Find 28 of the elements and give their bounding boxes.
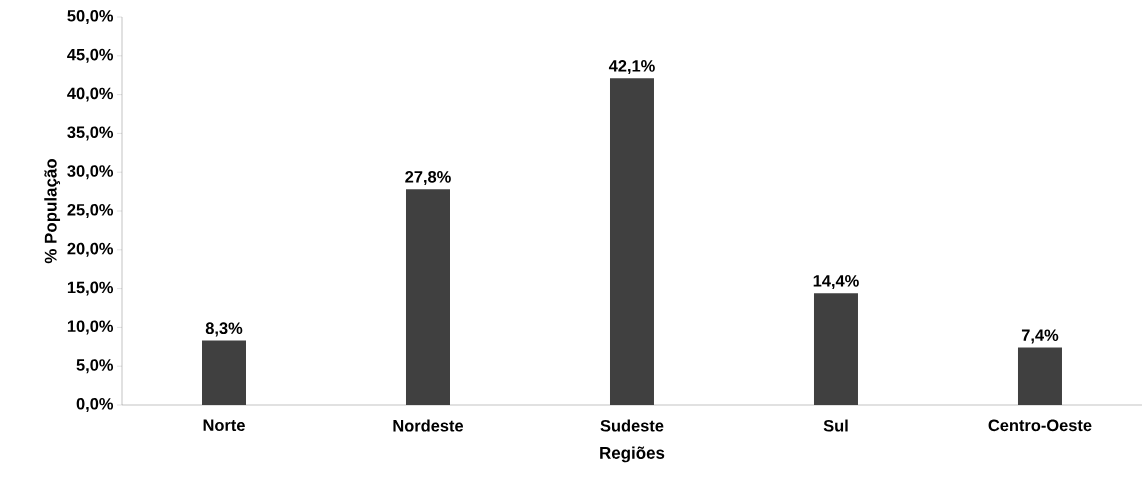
bar bbox=[405, 189, 450, 405]
y-tick-label: 35,0% bbox=[67, 126, 114, 141]
y-tick-label: 10,0% bbox=[67, 320, 114, 335]
y-tick-label: 45,0% bbox=[67, 48, 114, 63]
data-label: 8,3% bbox=[205, 322, 243, 337]
data-label: 27,8% bbox=[405, 171, 451, 186]
y-tick-label: 30,0% bbox=[67, 165, 114, 180]
data-label: 14,4% bbox=[813, 275, 859, 290]
data-label: 7,4% bbox=[1021, 329, 1059, 344]
x-tick-label: Sudeste bbox=[600, 419, 664, 432]
x-axis-title: Regiões bbox=[600, 446, 665, 463]
x-tick-label: Nordeste bbox=[393, 419, 464, 432]
y-tick-label: 50,0% bbox=[67, 9, 114, 25]
y-axis-title: % População bbox=[44, 158, 61, 264]
y-tick-label: 5,0% bbox=[76, 359, 114, 374]
y-tick-label: 0,0% bbox=[76, 397, 114, 413]
y-tick-label: 20,0% bbox=[67, 242, 114, 257]
bar bbox=[609, 78, 654, 405]
x-tick-label: Sul bbox=[823, 419, 848, 432]
data-label: 42,1% bbox=[608, 60, 655, 75]
y-tick-label: 25,0% bbox=[67, 203, 114, 219]
y-tick-label: 40,0% bbox=[67, 87, 114, 102]
bar bbox=[813, 293, 858, 405]
x-tick-label: Norte bbox=[203, 419, 245, 431]
bar bbox=[202, 340, 246, 405]
y-tick-label: 15,0% bbox=[67, 281, 114, 296]
x-tick-label: Centro-Oeste bbox=[988, 419, 1092, 432]
bar bbox=[1017, 347, 1062, 405]
